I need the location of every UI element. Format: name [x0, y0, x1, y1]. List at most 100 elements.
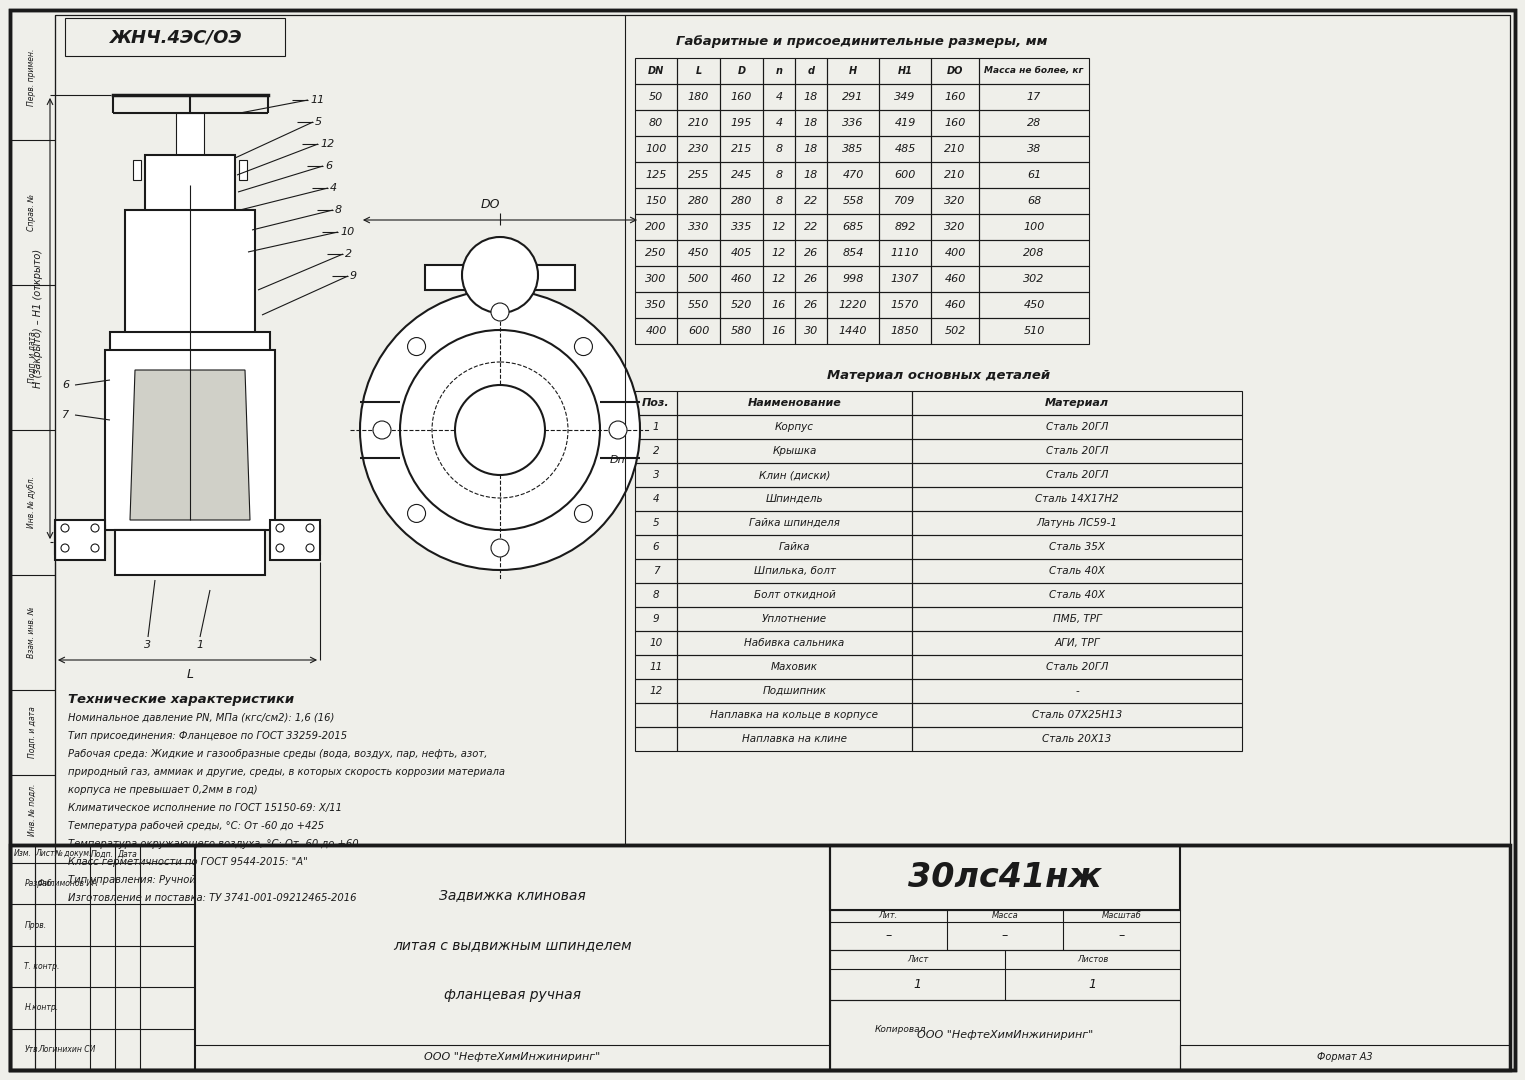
Text: 558: 558: [842, 195, 863, 206]
Text: Температура окружающего воздуха, °С: От -60 до +60: Температура окружающего воздуха, °С: От …: [69, 839, 358, 849]
Bar: [425, 265, 575, 291]
Bar: [117, 362, 127, 384]
Text: 11: 11: [650, 662, 663, 672]
Bar: [677, 679, 912, 703]
Bar: [762, 214, 795, 240]
Bar: [912, 679, 1241, 703]
Text: 12: 12: [772, 222, 785, 232]
Bar: [720, 292, 762, 318]
Bar: [274, 526, 320, 554]
Bar: [125, 210, 255, 345]
Circle shape: [307, 524, 314, 532]
Text: 1: 1: [913, 978, 921, 991]
Text: Сталь 40Х: Сталь 40Х: [1049, 590, 1106, 600]
Text: H1: H1: [898, 66, 912, 76]
Circle shape: [407, 504, 425, 523]
Text: 709: 709: [894, 195, 915, 206]
Bar: [634, 318, 677, 345]
Bar: [677, 727, 912, 751]
Text: Лист: Лист: [907, 955, 929, 964]
Bar: [930, 136, 979, 162]
Text: 460: 460: [730, 274, 752, 284]
Text: 195: 195: [730, 118, 752, 129]
Bar: [912, 559, 1241, 583]
Text: 600: 600: [688, 326, 709, 336]
Text: 1: 1: [653, 422, 659, 432]
Bar: [677, 438, 912, 463]
Bar: [634, 679, 677, 703]
Text: 100: 100: [645, 144, 666, 154]
Text: Сталь 40Х: Сталь 40Х: [1049, 566, 1106, 576]
Text: 280: 280: [730, 195, 752, 206]
Bar: [677, 214, 720, 240]
Text: 210: 210: [944, 170, 965, 180]
Bar: [979, 188, 1089, 214]
Bar: [878, 84, 930, 110]
Text: Перв. примен.: Перв. примен.: [27, 49, 37, 106]
Text: 9: 9: [351, 271, 357, 281]
Bar: [720, 162, 762, 188]
Text: 320: 320: [944, 195, 965, 206]
Text: Наплавка на кольце в корпусе: Наплавка на кольце в корпусе: [711, 710, 878, 720]
Text: Сталь 20ГЛ: Сталь 20ГЛ: [1046, 662, 1109, 672]
Text: АГИ, ТРГ: АГИ, ТРГ: [1054, 638, 1100, 648]
Bar: [979, 214, 1089, 240]
Bar: [634, 240, 677, 266]
Text: 330: 330: [688, 222, 709, 232]
Bar: [720, 136, 762, 162]
Text: Копировал: Копировал: [874, 1026, 926, 1035]
Bar: [912, 391, 1241, 415]
Text: Взам. инв. №: Взам. инв. №: [27, 607, 37, 658]
Text: –: –: [1002, 930, 1008, 943]
Bar: [677, 535, 912, 559]
Bar: [762, 110, 795, 136]
Bar: [634, 84, 677, 110]
Text: природный газ, аммиак и другие, среды, в которых скорость коррозии материала: природный газ, аммиак и другие, среды, в…: [69, 767, 505, 777]
Bar: [634, 535, 677, 559]
Text: 9: 9: [653, 615, 659, 624]
Text: 50: 50: [648, 92, 663, 102]
Bar: [930, 84, 979, 110]
Text: 160: 160: [944, 92, 965, 102]
Text: 400: 400: [944, 248, 965, 258]
Bar: [677, 703, 912, 727]
Text: Лит.: Лит.: [878, 912, 898, 920]
Text: Подп. и дата: Подп. и дата: [27, 332, 37, 383]
Circle shape: [407, 338, 425, 355]
Bar: [795, 318, 827, 345]
Text: Температура рабочей среды, °С: От -60 до +425: Температура рабочей среды, °С: От -60 до…: [69, 821, 325, 831]
Bar: [930, 110, 979, 136]
Text: ООО "НефтеХимИнжиниринг": ООО "НефтеХимИнжиниринг": [917, 1030, 1093, 1040]
Text: Масштаб: Масштаб: [1101, 912, 1142, 920]
Circle shape: [276, 524, 284, 532]
Bar: [175, 113, 204, 185]
Text: Материал основных деталей: Материал основных деталей: [827, 369, 1051, 382]
Text: корпуса не превышает 0,2мм в год): корпуса не превышает 0,2мм в год): [69, 785, 258, 795]
Text: 550: 550: [688, 300, 709, 310]
Text: 349: 349: [894, 92, 915, 102]
Text: Крышка: Крышка: [772, 446, 817, 456]
Bar: [634, 654, 677, 679]
Text: DO: DO: [480, 199, 500, 212]
Bar: [677, 607, 912, 631]
Text: Подп.: Подп.: [92, 850, 114, 859]
Text: 3: 3: [145, 640, 151, 650]
Bar: [55, 15, 1510, 845]
Text: 22: 22: [804, 195, 817, 206]
Text: 38: 38: [1026, 144, 1042, 154]
Circle shape: [360, 291, 640, 570]
Text: 520: 520: [730, 300, 752, 310]
Bar: [634, 463, 677, 487]
Text: L: L: [695, 66, 702, 76]
Text: 18: 18: [804, 144, 817, 154]
Bar: [762, 136, 795, 162]
Text: 250: 250: [645, 248, 666, 258]
Text: 460: 460: [944, 274, 965, 284]
Bar: [912, 438, 1241, 463]
Bar: [1180, 1045, 1510, 1070]
Bar: [930, 188, 979, 214]
Bar: [912, 654, 1241, 679]
Bar: [827, 84, 878, 110]
Text: 10: 10: [650, 638, 663, 648]
Text: Наименование: Наименование: [747, 399, 842, 408]
